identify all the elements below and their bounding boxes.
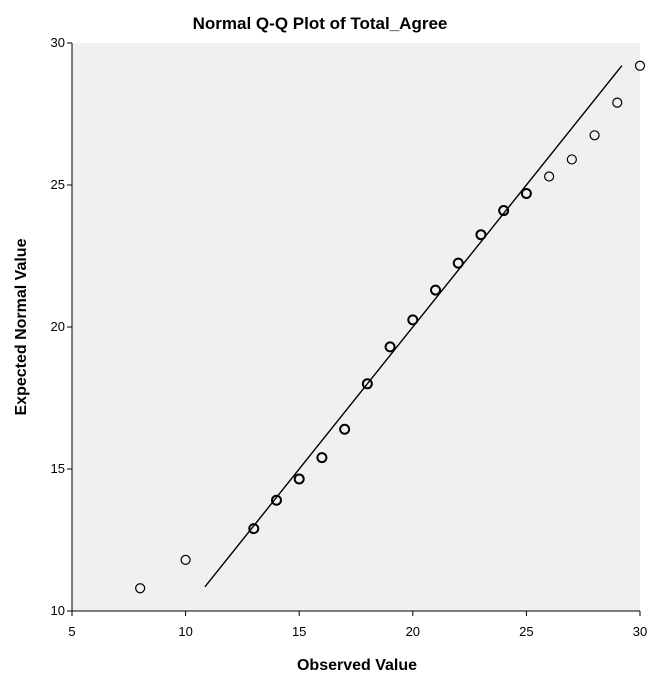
y-tick-label: 25 [51, 177, 65, 192]
plot-area [72, 43, 640, 611]
data-point [520, 188, 532, 200]
data-point [270, 494, 282, 506]
y-tick-label: 20 [51, 319, 65, 334]
data-point [180, 554, 191, 565]
reference-line-layer [204, 65, 623, 588]
data-point [135, 583, 146, 594]
data-point [589, 130, 600, 141]
data-point [293, 473, 305, 485]
data-point [612, 97, 623, 108]
y-tick-label: 30 [51, 35, 65, 50]
x-tick-label: 30 [633, 624, 647, 639]
x-tick-label: 20 [406, 624, 420, 639]
data-point [430, 284, 442, 296]
data-point [248, 523, 260, 535]
axes [71, 43, 640, 612]
data-point [544, 171, 555, 182]
data-point [566, 154, 577, 165]
data-point [498, 205, 510, 217]
x-tick-label: 15 [292, 624, 306, 639]
x-tick-label: 10 [178, 624, 192, 639]
data-point [452, 257, 464, 269]
x-tick-label: 25 [519, 624, 533, 639]
y-tick-label: 10 [51, 603, 65, 618]
x-tick-label: 5 [68, 624, 75, 639]
data-point [634, 60, 646, 71]
data-point [339, 423, 351, 435]
data-point [316, 452, 328, 464]
data-point [475, 229, 487, 241]
data-points [135, 60, 646, 594]
chart-title: Normal Q-Q Plot of Total_Agree [193, 14, 448, 33]
x-axis-label: Observed Value [297, 657, 417, 674]
data-point [384, 341, 396, 353]
y-axis-label: Expected Normal Value [13, 238, 30, 415]
data-point [361, 378, 373, 390]
y-tick-label: 15 [51, 461, 65, 476]
reference-line [204, 65, 623, 588]
data-point [407, 314, 419, 326]
